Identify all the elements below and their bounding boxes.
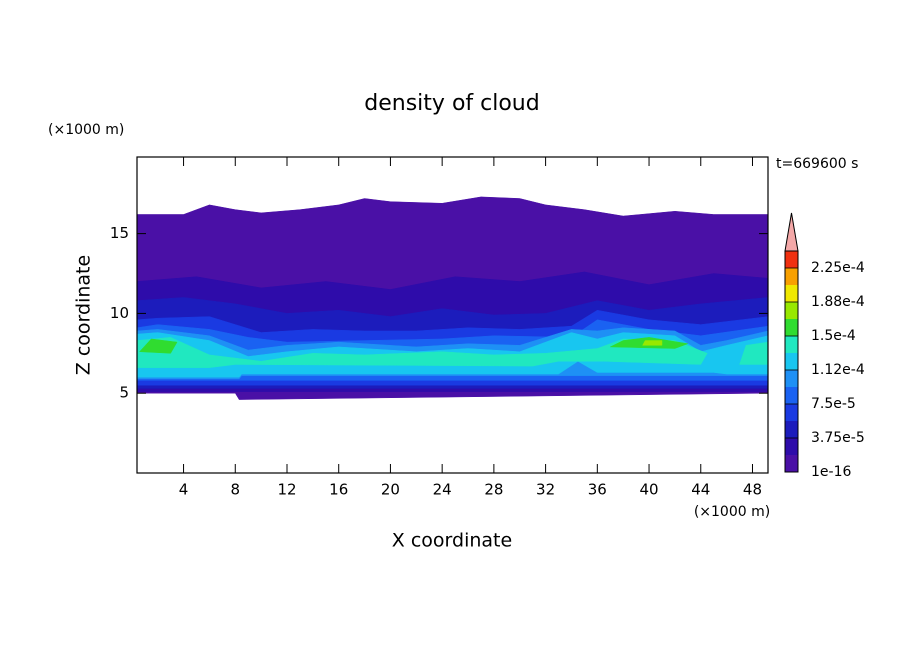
x-tick-label: 4 [179, 481, 189, 499]
colorbar-band [785, 387, 798, 404]
x-tick-label: 48 [743, 481, 762, 499]
x-tick-label: 20 [381, 481, 400, 499]
x-tick-label: 40 [639, 481, 658, 499]
x-axis-label: X coordinate [392, 530, 512, 552]
colorbar-band [785, 404, 798, 421]
contour-region [137, 337, 708, 368]
colorbar-tick-label: 7.5e-5 [811, 396, 856, 412]
colorbar-tick-label: 1.12e-4 [811, 362, 865, 378]
y-axis-label: Z coordinate [73, 255, 95, 375]
contour-region [139, 338, 178, 354]
x-tick-label: 28 [484, 481, 503, 499]
colorbar-band [785, 268, 798, 285]
colorbar-band [785, 421, 798, 438]
colorbar-tick-label: 1.88e-4 [811, 294, 865, 310]
colorbar-band [785, 455, 798, 472]
colorbar-band [785, 319, 798, 336]
chart-title: density of cloud [364, 91, 539, 116]
contour-region [642, 340, 663, 346]
x-tick-label: 32 [536, 481, 555, 499]
y-tick-label: 15 [110, 224, 129, 242]
colorbar-band [785, 336, 798, 353]
colorbar-band [785, 251, 798, 268]
y-unit: (×1000 m) [48, 122, 124, 138]
colorbar-tick-label: 1.5e-4 [811, 328, 856, 344]
colorbar-extend [784, 212, 799, 252]
plot-frame [136, 156, 769, 474]
time-label: t=669600 s [776, 156, 858, 172]
x-tick-label: 16 [329, 481, 348, 499]
x-tick-label: 8 [230, 481, 240, 499]
y-tick-label: 5 [119, 384, 129, 402]
x-tick-label: 44 [691, 481, 710, 499]
colorbar-band [785, 302, 798, 319]
colorbar-band [785, 370, 798, 387]
colorbar-tick-label: 1e-16 [811, 464, 851, 480]
colorbar-band [785, 285, 798, 302]
colorbar-band [785, 353, 798, 370]
colorbar-tick-label: 3.75e-5 [811, 430, 865, 446]
x-tick-label: 12 [277, 481, 296, 499]
colorbar-band [785, 438, 798, 455]
x-unit: (×1000 m) [694, 504, 770, 520]
x-tick-label: 24 [433, 481, 452, 499]
contour-field [137, 196, 768, 400]
y-tick-label: 10 [110, 304, 129, 322]
contour-region [739, 341, 768, 365]
x-tick-label: 36 [588, 481, 607, 499]
colorbar-tick-label: 2.25e-4 [811, 260, 865, 276]
